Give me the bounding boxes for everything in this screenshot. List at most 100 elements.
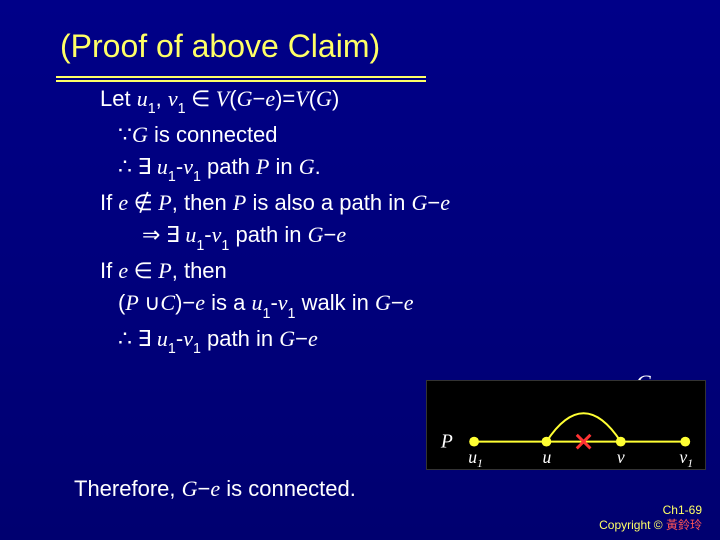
sub1: 1 <box>178 101 186 117</box>
implies-exists: ⇒ ∃ <box>142 222 185 247</box>
V: V <box>216 86 229 111</box>
t: path in <box>201 326 279 351</box>
e: e <box>336 222 346 247</box>
conclusion-line: Therefore, G−e is connected. <box>74 476 356 502</box>
svg-text:v1: v1 <box>679 447 693 469</box>
because: ∵ <box>118 122 132 147</box>
t: - <box>204 222 211 247</box>
sub1: 1 <box>196 238 204 254</box>
proof-line-4: If e ∉ P, then P is also a path in G−e <box>100 187 720 220</box>
t: − <box>252 86 265 111</box>
t: − <box>198 476 211 501</box>
t: )− <box>175 290 195 315</box>
cup: ∪ <box>139 290 161 315</box>
P: P <box>158 258 171 283</box>
G: G <box>375 290 391 315</box>
in: ∈ <box>128 258 158 283</box>
v: v <box>183 326 193 351</box>
proof-line-1: Let u1, v1 ∈ V(G−e)=V(G) <box>100 83 720 119</box>
v: v <box>278 290 288 315</box>
copyright-text: Copyright © <box>599 518 666 532</box>
t: walk in <box>296 290 375 315</box>
e: e <box>265 86 275 111</box>
sub1: 1 <box>221 238 229 254</box>
t: ( <box>229 86 236 111</box>
t: is connected <box>148 122 278 147</box>
slide-title: (Proof of above Claim) <box>0 0 720 71</box>
G: G <box>237 86 253 111</box>
elem: ∈ <box>186 86 216 111</box>
v: v <box>183 154 193 179</box>
proof-body: Let u1, v1 ∈ V(G−e)=V(G) ∵G is connected… <box>0 71 720 358</box>
notin: ∉ <box>128 190 158 215</box>
e: e <box>118 258 128 283</box>
svg-text:u: u <box>543 447 552 467</box>
svg-text:v: v <box>617 447 625 467</box>
P: P <box>256 154 269 179</box>
title-underline-1 <box>56 76 426 78</box>
proof-line-5: ⇒ ∃ u1-v1 path in G−e <box>100 219 720 255</box>
t: If <box>100 190 118 215</box>
proof-line-2: ∵G is connected <box>100 119 720 152</box>
t: is a <box>205 290 251 315</box>
sub1: 1 <box>168 341 176 357</box>
t: Let <box>100 86 137 111</box>
therefore-exists: ∴ ∃ <box>118 154 157 179</box>
u: u <box>252 290 263 315</box>
sub1: 1 <box>148 101 156 117</box>
t: , then <box>172 258 227 283</box>
t: in <box>269 154 298 179</box>
e: e <box>210 476 220 501</box>
sub1: 1 <box>263 306 271 322</box>
e: e <box>440 190 450 215</box>
graph-diagram: Pu1uvv1 <box>426 380 706 470</box>
P: P <box>125 290 138 315</box>
G: G <box>182 476 198 501</box>
t: is connected. <box>220 476 356 501</box>
C: C <box>160 290 175 315</box>
G: G <box>316 86 332 111</box>
sub1: 1 <box>288 306 296 322</box>
sub1: 1 <box>168 169 176 185</box>
t: )= <box>275 86 295 111</box>
proof-line-8: ∴ ∃ u1-v1 path in G−e <box>100 323 720 359</box>
proof-line-6: If e ∈ P, then <box>100 255 720 288</box>
u: u <box>157 154 168 179</box>
t: ( <box>309 86 316 111</box>
G: G <box>279 326 295 351</box>
svg-text:u1: u1 <box>468 447 483 469</box>
v: v <box>212 222 222 247</box>
sub1: 1 <box>193 169 201 185</box>
t: Therefore, <box>74 476 182 501</box>
footer-copyright: Copyright © 黃鈴玲 <box>599 518 702 534</box>
proof-line-3: ∴ ∃ u1-v1 path P in G. <box>100 151 720 187</box>
t: − <box>295 326 308 351</box>
t: − <box>324 222 337 247</box>
G: G <box>299 154 315 179</box>
t: path in <box>229 222 307 247</box>
slide-footer: Ch1-69 Copyright © 黃鈴玲 <box>599 503 702 534</box>
var-v: v <box>168 86 178 111</box>
e: e <box>118 190 128 215</box>
u: u <box>157 326 168 351</box>
diagram-svg: Pu1uvv1 <box>427 381 705 469</box>
P: P <box>158 190 171 215</box>
e: e <box>404 290 414 315</box>
proof-line-7: (P ∪C)−e is a u1-v1 walk in G−e <box>100 287 720 323</box>
G: G <box>308 222 324 247</box>
t: , then <box>172 190 233 215</box>
author-name: 黃鈴玲 <box>666 518 702 532</box>
title-underline-2 <box>56 80 426 82</box>
G: G <box>132 122 148 147</box>
t: - <box>270 290 277 315</box>
t: − <box>427 190 440 215</box>
var-u: u <box>137 86 148 111</box>
t: − <box>391 290 404 315</box>
t: , <box>156 86 168 111</box>
t: . <box>315 154 321 179</box>
footer-chapter: Ch1-69 <box>599 503 702 519</box>
therefore-exists: ∴ ∃ <box>118 326 157 351</box>
t: is also a path in <box>246 190 411 215</box>
V: V <box>295 86 308 111</box>
P: P <box>233 190 246 215</box>
